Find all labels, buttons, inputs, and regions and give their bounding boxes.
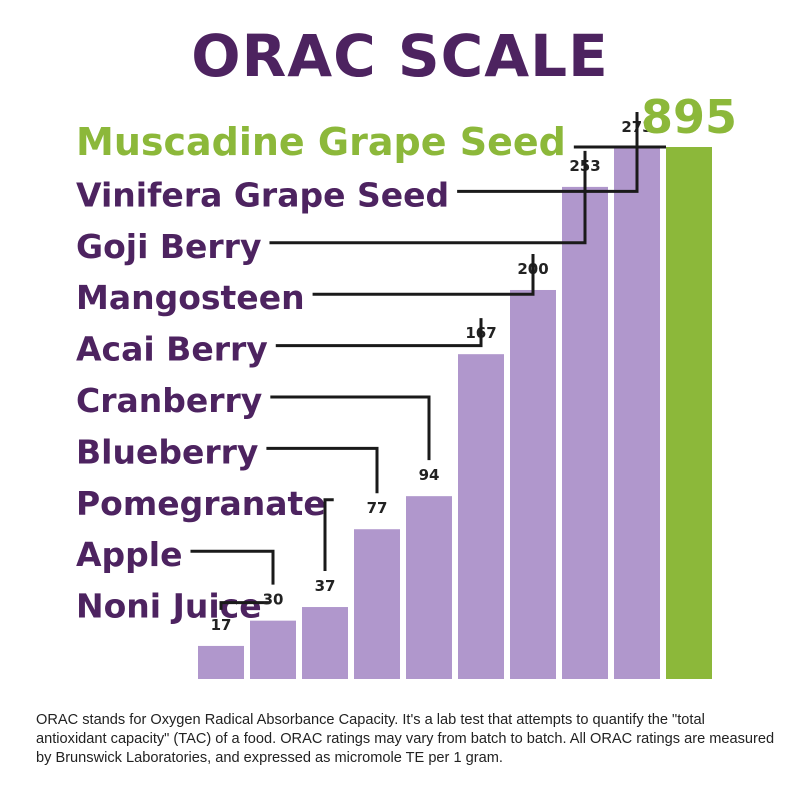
category-label: Muscadine Grape Seed bbox=[76, 120, 566, 164]
bar-noni-juice bbox=[198, 645, 244, 679]
connector-line bbox=[190, 549, 275, 585]
value-label: 77 bbox=[367, 499, 388, 517]
bar-apple bbox=[250, 620, 296, 679]
connector-line bbox=[219, 601, 270, 610]
connector-line bbox=[457, 112, 639, 193]
category-label: Blueberry bbox=[76, 432, 258, 471]
category-label: Cranberry bbox=[76, 381, 262, 420]
category-label: Vinifera Grape Seed bbox=[76, 175, 449, 214]
category-label: Goji Berry bbox=[76, 227, 261, 266]
footnote: ORAC stands for Oxygen Radical Absorbanc… bbox=[36, 712, 775, 766]
bar-muscadine-grape-seed bbox=[666, 147, 712, 679]
connector-line bbox=[269, 150, 587, 245]
chart-title: ORAC SCALE bbox=[191, 22, 609, 90]
connector-line bbox=[270, 395, 431, 461]
category-label: Mangosteen bbox=[76, 278, 305, 317]
value-label: 37 bbox=[315, 577, 336, 595]
connector-line bbox=[266, 446, 379, 494]
connector-line bbox=[323, 498, 334, 572]
bar-vinifera-grape-seed bbox=[614, 148, 660, 679]
bar-pomegranate bbox=[302, 607, 348, 679]
bar-mangosteen bbox=[510, 289, 556, 679]
category-label: Acai Berry bbox=[76, 330, 268, 369]
value-label: 30 bbox=[263, 591, 284, 609]
connector-line bbox=[275, 318, 483, 348]
connector-line bbox=[312, 253, 535, 296]
bar-cranberry bbox=[406, 496, 452, 679]
value-label: 895 bbox=[641, 90, 737, 144]
category-label: Apple bbox=[76, 535, 182, 574]
bar-goji-berry bbox=[562, 186, 608, 679]
bar-acai-berry bbox=[458, 354, 504, 679]
value-label: 17 bbox=[211, 616, 232, 634]
value-label: 94 bbox=[419, 466, 440, 484]
category-label: Noni Juice bbox=[76, 587, 262, 626]
bar-blueberry bbox=[354, 529, 400, 679]
category-label: Pomegranate bbox=[76, 484, 326, 523]
